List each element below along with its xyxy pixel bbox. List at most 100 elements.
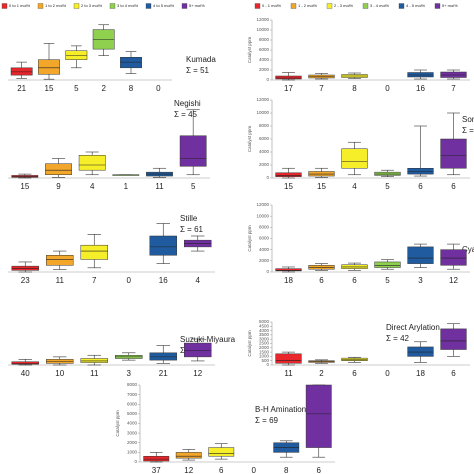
box bbox=[440, 249, 467, 266]
box bbox=[374, 261, 401, 268]
y-tick-label: 6000 bbox=[127, 401, 138, 406]
y-tick-label: 1000 bbox=[127, 450, 138, 455]
count-label: 11 bbox=[56, 276, 65, 285]
count-label: 16 bbox=[416, 84, 425, 93]
y-tick-label: 6000 bbox=[259, 47, 270, 52]
y-tick-label: 4500 bbox=[259, 323, 270, 328]
y-axis-label: Catalyst ppm bbox=[247, 225, 252, 252]
box bbox=[179, 135, 207, 167]
legend-swatch bbox=[37, 3, 44, 9]
box bbox=[374, 171, 401, 176]
box bbox=[45, 163, 72, 175]
count-label: 10 bbox=[55, 369, 64, 378]
count-label: 4 bbox=[196, 276, 201, 285]
count-label: 12 bbox=[193, 369, 202, 378]
box bbox=[65, 50, 88, 60]
count-label: 4 bbox=[90, 182, 95, 191]
sum-label: Σ = 51 bbox=[186, 66, 210, 75]
count-label: 7 bbox=[92, 276, 97, 285]
y-tick-label: 3000 bbox=[127, 430, 138, 435]
y-tick-label: 12000 bbox=[256, 97, 269, 102]
box bbox=[11, 265, 39, 271]
count-label: 15 bbox=[20, 182, 29, 191]
count-label: 15 bbox=[45, 84, 54, 93]
y-axis-label: Catalyst ppm bbox=[115, 410, 120, 437]
legend-swatch bbox=[398, 3, 405, 9]
count-label: 5 bbox=[74, 84, 79, 93]
count-label: 6 bbox=[418, 182, 423, 191]
y-tick-label: 0 bbox=[266, 175, 269, 180]
count-label: 18 bbox=[416, 369, 425, 378]
legend-swatch bbox=[254, 3, 261, 9]
count-label: 6 bbox=[317, 466, 322, 474]
count-label: 6 bbox=[319, 276, 324, 285]
y-tick-label: 3000 bbox=[259, 336, 270, 341]
legend-label: 4 - 5 mol% bbox=[406, 3, 426, 8]
count-label: 6 bbox=[451, 182, 456, 191]
count-label: 12 bbox=[449, 276, 458, 285]
count-label: 2 bbox=[319, 369, 324, 378]
count-label: 3 bbox=[127, 369, 132, 378]
y-tick-label: 3500 bbox=[259, 332, 270, 337]
box bbox=[143, 455, 170, 462]
reaction-name: B-H Amination bbox=[255, 405, 306, 414]
y-tick-label: 8000 bbox=[127, 382, 138, 387]
box bbox=[440, 328, 467, 350]
box bbox=[208, 447, 235, 457]
legend-label: 1 to 2 mol% bbox=[45, 3, 67, 8]
box bbox=[341, 357, 368, 361]
box bbox=[275, 268, 302, 272]
count-label: 8 bbox=[129, 84, 134, 93]
box bbox=[341, 148, 368, 169]
legend-label: 1 - 2 mol% bbox=[298, 3, 318, 8]
legend-swatch bbox=[109, 3, 116, 9]
y-tick-label: 2500 bbox=[259, 341, 270, 346]
count-label: 37 bbox=[152, 466, 161, 474]
count-label: 1 bbox=[124, 182, 129, 191]
box bbox=[80, 358, 108, 363]
box bbox=[275, 353, 302, 364]
legend-label: 2 - 3 mol% bbox=[334, 3, 354, 8]
box bbox=[440, 138, 467, 169]
count-label: 4 bbox=[352, 182, 357, 191]
count-label: 6 bbox=[352, 369, 357, 378]
count-label: 8 bbox=[352, 84, 357, 93]
y-tick-label: 1000 bbox=[259, 354, 270, 359]
count-label: 11 bbox=[90, 369, 99, 378]
legend-swatch bbox=[181, 3, 188, 9]
legend-label: 3 - 4 mol% bbox=[370, 3, 390, 8]
y-tick-label: 0 bbox=[134, 459, 137, 464]
reaction-name: Stille bbox=[180, 214, 198, 223]
count-label: 5 bbox=[191, 182, 196, 191]
count-label: 40 bbox=[21, 369, 30, 378]
legend-label: 2 to 3 mol% bbox=[81, 3, 103, 8]
box bbox=[10, 67, 33, 76]
count-label: 6 bbox=[352, 276, 357, 285]
y-tick-label: 5000 bbox=[127, 411, 138, 416]
count-label: 0 bbox=[156, 84, 161, 93]
y-tick-label: 8000 bbox=[259, 123, 270, 128]
legend-swatch bbox=[290, 3, 297, 9]
count-label: 17 bbox=[284, 84, 293, 93]
box bbox=[11, 361, 39, 365]
y-tick-label: 2000 bbox=[127, 440, 138, 445]
count-label: 6 bbox=[451, 369, 456, 378]
legend-label: 5+ mol% bbox=[189, 3, 205, 8]
y-tick-label: 10000 bbox=[256, 213, 269, 218]
box bbox=[80, 244, 108, 260]
count-label: 15 bbox=[317, 182, 326, 191]
count-label: 11 bbox=[284, 369, 293, 378]
count-label: 9 bbox=[56, 182, 61, 191]
y-tick-label: 4000 bbox=[259, 328, 270, 333]
reaction-name: Direct Arylation bbox=[386, 323, 440, 332]
y-tick-label: 0 bbox=[266, 269, 269, 274]
count-label: 7 bbox=[451, 84, 456, 93]
box bbox=[308, 171, 335, 177]
y-tick-label: 2000 bbox=[259, 258, 270, 263]
count-label: 15 bbox=[284, 182, 293, 191]
count-label: 0 bbox=[385, 369, 390, 378]
reaction-name: Suzuki-Miyaura bbox=[180, 335, 236, 344]
sum-label: Σ = 42 bbox=[386, 334, 410, 343]
box bbox=[149, 352, 177, 361]
